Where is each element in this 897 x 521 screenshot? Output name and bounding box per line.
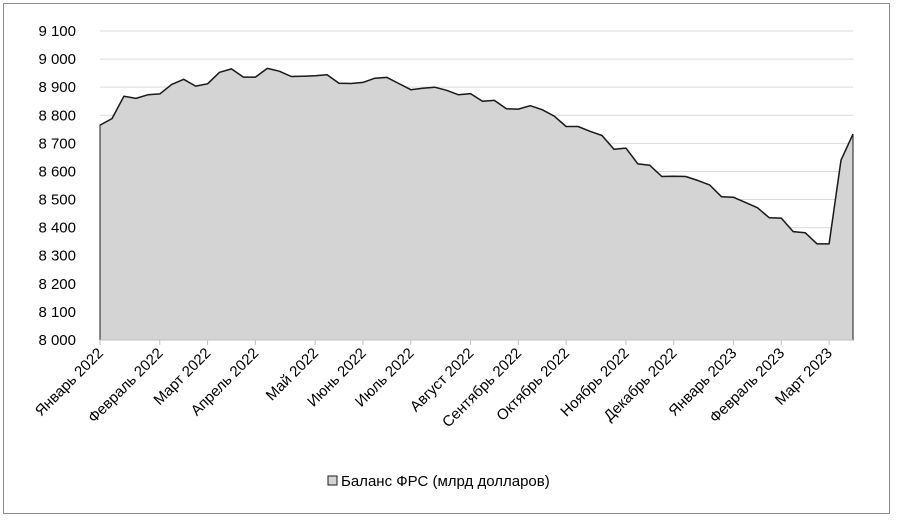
- y-axis: 8 000 8 100 8 200 8 300 8 400 8 500 8 600 8 700…: [38, 23, 76, 349]
- y-tick-label: 8 400: [38, 220, 76, 237]
- legend-swatch: [327, 475, 338, 486]
- y-tick-label: 8 700: [38, 135, 76, 152]
- y-tick-label: 8 000: [38, 332, 76, 349]
- chart-frame: [3, 3, 890, 514]
- y-tick-label: 8 900: [38, 79, 76, 96]
- area-series-line: [99, 67, 854, 245]
- area-series-fill: [99, 67, 854, 341]
- legend: Баланс ФРС (млрд долларов): [327, 473, 550, 490]
- y-tick-label: 8 500: [38, 192, 76, 209]
- y-tick-label: 9 000: [38, 51, 76, 68]
- y-tick-label: 8 300: [38, 248, 76, 265]
- legend-label: Баланс ФРС (млрд долларов): [341, 473, 550, 490]
- y-tick-label: 8 800: [38, 107, 76, 124]
- y-tick-label: 8 600: [38, 163, 76, 180]
- y-tick-label: 9 100: [38, 23, 76, 40]
- y-tick-label: 8 100: [38, 304, 76, 321]
- y-tick-label: 8 200: [38, 276, 76, 293]
